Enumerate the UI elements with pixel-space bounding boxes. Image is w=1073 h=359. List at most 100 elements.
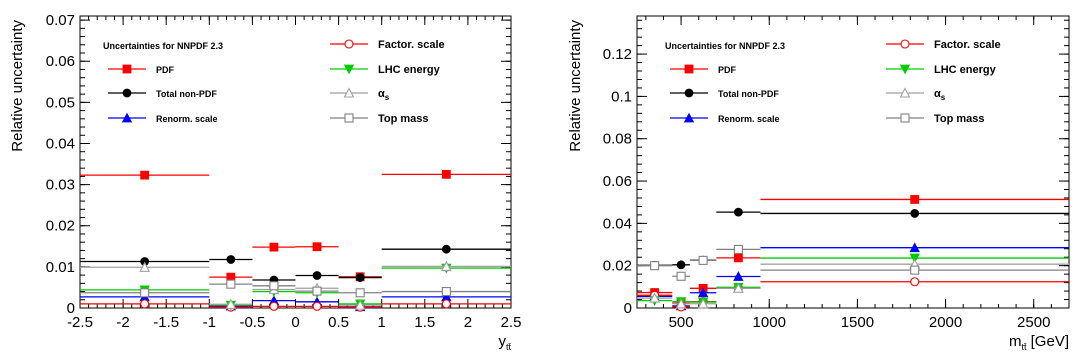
y-tick-label: 0.06 — [603, 173, 632, 190]
legend-marker — [344, 39, 354, 49]
mass-uncertainty-plot: 500 1000 1500 2000 2500 0 0.02 0.04 0.06 0.08 0.1 0… — [567, 15, 1070, 352]
legend-marker — [344, 113, 354, 123]
data-point — [140, 288, 150, 298]
data-point — [910, 265, 920, 275]
data-point — [139, 261, 151, 272]
legend-label: Top mass — [934, 113, 985, 125]
series-top-mass — [80, 279, 511, 298]
legend: Uncertainties for NNPDF 2.3 PDF Total non-… — [665, 39, 1001, 125]
x-tick-label: 1 — [378, 314, 386, 331]
rapidity-uncertainty-plot: -2.5 -2 -1.5 -1 -0.5 0 0.5 1 1.5 2 2.5 0 0.01 0.02 0.0… — [9, 12, 521, 352]
legend-marker — [900, 39, 910, 49]
y-tick-label: 0.02 — [46, 218, 75, 235]
x-tick-label: 2.5 — [501, 314, 522, 331]
data-point — [697, 287, 709, 298]
x-tick-label: 0 — [291, 314, 299, 331]
data-point — [697, 298, 709, 309]
data-point — [910, 209, 920, 218]
data-point — [269, 242, 279, 252]
legend-label: LHC energy — [934, 64, 997, 76]
y-axis-label: Relative uncertainty — [567, 20, 584, 152]
data-point — [733, 207, 743, 217]
data-point — [733, 271, 744, 281]
x-tick-label: 500 — [669, 314, 694, 331]
y-tick-label: 0.01 — [46, 259, 75, 276]
data-point — [649, 292, 661, 303]
y-tick-label: 0.04 — [46, 135, 75, 152]
plot-frame — [636, 15, 1070, 309]
data-point — [698, 255, 708, 265]
x-tick-label: 0.5 — [328, 314, 349, 331]
data-point — [441, 286, 451, 297]
x-tick-label: -0.5 — [239, 314, 265, 331]
data-point — [269, 281, 279, 291]
data-point — [910, 277, 920, 287]
data-point — [732, 282, 744, 293]
legend-header: Uncertainties for NNPDF 2.3 — [103, 41, 223, 51]
data-point — [355, 288, 365, 298]
legend-marker — [683, 112, 695, 123]
x-axis-label: ytt̄ — [498, 333, 511, 352]
data-point — [676, 260, 686, 270]
x-tick-label: 2500 — [1017, 314, 1050, 331]
x-axis-label: mtt̄ [GeV] — [1009, 333, 1069, 352]
data-point — [733, 253, 743, 263]
data-point — [650, 261, 660, 271]
legend-marker — [684, 64, 694, 74]
x-tick-label: -1 — [203, 314, 216, 331]
legend-label: LHC energy — [378, 64, 441, 76]
x-tick-label: -2.5 — [67, 314, 93, 331]
x-tick-label: 2 — [464, 314, 472, 331]
legend-label: Renorm. scale — [156, 114, 218, 124]
legend-marker — [343, 64, 355, 75]
legend-label: Factor. scale — [934, 39, 1001, 51]
x-tick-label: -1.5 — [153, 314, 179, 331]
legend-marker — [122, 64, 132, 74]
data-point — [226, 279, 236, 289]
x-tick-label: -2 — [116, 314, 129, 331]
legend: Uncertainties for NNPDF 2.3 PDF Total non-… — [103, 39, 445, 125]
data-point — [226, 255, 236, 264]
legend-label: Total non-PDF — [156, 89, 217, 99]
legend-label: PDF — [718, 65, 737, 75]
y-tick-label: 0.02 — [603, 258, 632, 275]
legend-marker — [899, 64, 911, 75]
data-point — [140, 299, 150, 309]
legend-marker — [343, 87, 355, 98]
series-top-mass — [637, 244, 1069, 281]
data-point — [140, 170, 150, 180]
data-point — [909, 242, 920, 253]
y-tick-label: 0.04 — [603, 215, 632, 232]
data-point — [312, 242, 322, 252]
legend-label: Renorm. scale — [718, 114, 780, 124]
x-tick-label: 1.5 — [414, 314, 435, 331]
y-tick-label: 0.06 — [46, 53, 75, 70]
y-tick-label: 0.05 — [46, 94, 75, 111]
y-tick-label: 0.03 — [46, 177, 75, 194]
data-point — [312, 286, 322, 296]
y-tick-label: 0.08 — [603, 131, 632, 148]
legend-marker — [899, 87, 911, 98]
legend-label: Top mass — [378, 113, 429, 125]
legend-marker — [684, 88, 694, 98]
data-point — [312, 301, 322, 311]
data-point — [675, 298, 687, 309]
data-point — [909, 253, 920, 264]
legend-label: αs — [378, 88, 390, 102]
data-point — [676, 271, 686, 281]
data-point — [355, 273, 365, 282]
x-tick-label: 1000 — [753, 314, 786, 331]
legend-header: Uncertainties for NNPDF 2.3 — [665, 41, 785, 51]
data-point — [354, 299, 366, 310]
data-point — [312, 271, 322, 280]
y-tick-label: 0.12 — [603, 46, 632, 63]
data-point — [269, 301, 279, 311]
y-tick-label: 0 — [624, 300, 632, 317]
y-tick-label: 0 — [67, 300, 75, 317]
data-point — [910, 195, 920, 204]
legend-marker — [122, 88, 132, 98]
legend-label: αs — [934, 88, 946, 102]
y-tick-label: 0.1 — [611, 88, 632, 105]
legend-label: Factor. scale — [378, 39, 445, 51]
